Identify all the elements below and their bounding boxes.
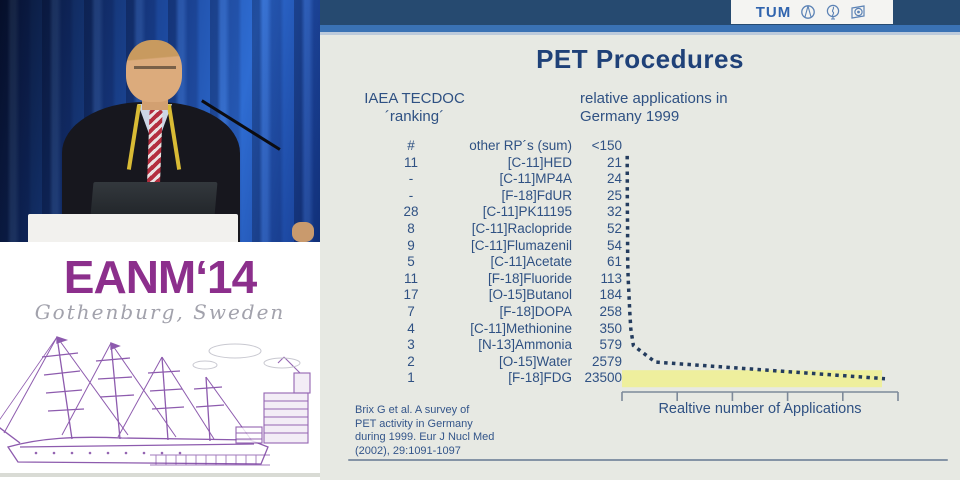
eanm-banner: EANM‘14 Gothenburg, Sweden <box>0 242 320 480</box>
applications-cell: 25 <box>606 187 622 203</box>
applications-cell: 2579 <box>591 353 622 369</box>
x-axis <box>621 391 899 401</box>
rank-cell: 17 <box>403 287 419 303</box>
citation-line: during 1999. Eur J Nucl Med <box>355 431 495 443</box>
slide-title: PET Procedures <box>536 44 744 74</box>
table-row: 17 [O-15]Butanol 184 <box>370 287 622 304</box>
rank-cell: 11 <box>403 154 418 170</box>
table-row: 5 [C-11]Acetate 61 <box>370 254 622 271</box>
radiopharmaceutical-cell: [C-11]PK11195 <box>482 204 572 220</box>
eanm-logo-text: EANM‘14 <box>63 251 257 303</box>
table-row: 7 [F-18]DOPA 258 <box>370 304 622 321</box>
rank-cell: 11 <box>403 270 418 286</box>
table-row: - [C-11]MP4A 24 <box>370 171 622 188</box>
applications-header-line1: relative applications in <box>580 90 728 107</box>
rank-cell: # <box>407 138 415 153</box>
applications-cell: 350 <box>599 320 622 336</box>
rank-cell: 2 <box>407 353 415 369</box>
applications-cell: <150 <box>591 138 622 153</box>
citation-line: PET activity in Germany <box>355 417 473 430</box>
applications-cell: 21 <box>606 154 622 170</box>
citation-text: Brix G et al. A survey of PET activity i… <box>355 404 515 458</box>
applications-cell: 23500 <box>584 370 622 386</box>
applications-cell: 32 <box>606 204 622 220</box>
applications-cell: 113 <box>600 270 622 286</box>
table-row: 11 [F-18]Fluoride 113 <box>370 271 622 288</box>
radiopharmaceutical-cell: [F-18]FDG <box>508 370 572 386</box>
radiopharmaceutical-cell: other RP´s (sum) <box>469 138 572 153</box>
applications-cell: 52 <box>606 220 622 236</box>
rank-cell: 5 <box>407 254 415 270</box>
column-header-ranking: IAEA TECDOC ´ranking´ <box>342 90 487 126</box>
applications-cell: 258 <box>599 303 622 319</box>
slide-header-stripe <box>320 25 960 32</box>
applications-cell: 579 <box>599 337 622 353</box>
podium-laptop <box>90 182 218 216</box>
rank-cell: - <box>408 171 414 187</box>
institution-logo-box: TUM <box>731 0 893 24</box>
presentation-slide: TUM PET Procedures IAEA TECDOC ´ranking´… <box>320 0 960 480</box>
emblem-anchor-icon <box>827 4 840 20</box>
table-row: 2 [O-15]Water 2579 <box>370 354 622 371</box>
x-axis-label: Realtive number of Applications <box>658 401 862 417</box>
emblem-atom-icon <box>801 5 816 19</box>
radiopharmaceutical-cell: [C-11]MP4A <box>499 171 572 187</box>
rank-cell: 28 <box>403 204 419 220</box>
radiopharmaceutical-cell: [C-11]HED <box>507 154 572 170</box>
table-row: 1 [F-18]FDG 23500 <box>370 370 622 387</box>
applications-cell: 24 <box>606 171 622 187</box>
dotted-decay-curve <box>625 155 886 381</box>
applications-header-line2: Germany 1999 <box>580 108 680 125</box>
rank-cell: 8 <box>407 220 415 236</box>
speaker-hand <box>292 222 314 242</box>
table-row: 9 [C-11]Flumazenil 54 <box>370 238 622 255</box>
radiopharmaceutical-cell: [F-18]FdUR <box>501 187 572 203</box>
rank-cell: 4 <box>407 320 415 336</box>
radiopharmaceutical-cell: [C-11]Flumazenil <box>470 237 572 253</box>
table-row: 8 [C-11]Raclopride 52 <box>370 221 622 238</box>
table-row: 4 [C-11]Methionine 350 <box>370 321 622 338</box>
tum-logo: TUM <box>755 3 792 21</box>
rank-cell: 9 <box>407 237 415 253</box>
radiopharmaceutical-cell: [F-18]DOPA <box>499 303 572 319</box>
slide-header-highlight <box>320 32 960 35</box>
table-row: - [F-18]FdUR 25 <box>370 188 622 205</box>
radiopharmaceutical-cell: [O-15]Water <box>498 353 572 369</box>
podium <box>28 214 238 242</box>
radiopharmaceutical-cell: [C-11]Raclopride <box>471 220 572 236</box>
slide-footer-rule <box>348 459 948 461</box>
rank-cell: 3 <box>407 337 415 353</box>
column-header-applications: relative applications in Germany 1999 <box>580 90 800 126</box>
speaker-head <box>126 40 182 102</box>
radiopharmaceutical-cell: [N-13]Ammonia <box>478 337 572 353</box>
ranking-header-line2: ´ranking´ <box>384 108 445 125</box>
procedures-table: # other RP´s (sum) <150 11 [C-11]HED 21 - [C-11… <box>370 138 622 387</box>
applications-cell: 54 <box>606 237 622 253</box>
applications-cell: 184 <box>599 287 622 303</box>
ship-sketch-illustration <box>0 336 320 477</box>
eanm-location-text: Gothenburg, Sweden <box>34 300 286 324</box>
ranking-header-line1: IAEA TECDOC <box>364 90 465 107</box>
radiopharmaceutical-cell: [C-11]Acetate <box>490 254 572 270</box>
table-row: 11 [C-11]HED 21 <box>370 155 622 172</box>
speaker-video <box>0 0 320 242</box>
table-row: # other RP´s (sum) <150 <box>370 138 622 155</box>
applications-chart <box>621 155 899 401</box>
rank-cell: 7 <box>407 303 415 319</box>
radiopharmaceutical-cell: [F-18]Fluoride <box>487 270 572 286</box>
citation-line: Brix G et al. A survey of <box>355 404 470 416</box>
rank-cell: - <box>408 187 414 203</box>
fdg-highlight-bar <box>622 370 882 388</box>
emblem-camera-icon <box>851 5 865 19</box>
rank-cell: 1 <box>407 370 415 386</box>
speaker-glasses <box>134 66 176 69</box>
applications-cell: 61 <box>606 254 622 270</box>
citation-line: (2002), 29:1091-1097 <box>355 444 461 457</box>
radiopharmaceutical-cell: [O-15]Butanol <box>488 287 572 303</box>
radiopharmaceutical-cell: [C-11]Methionine <box>470 320 572 336</box>
table-row: 3 [N-13]Ammonia 579 <box>370 337 622 354</box>
table-row: 28 [C-11]PK11195 32 <box>370 204 622 221</box>
